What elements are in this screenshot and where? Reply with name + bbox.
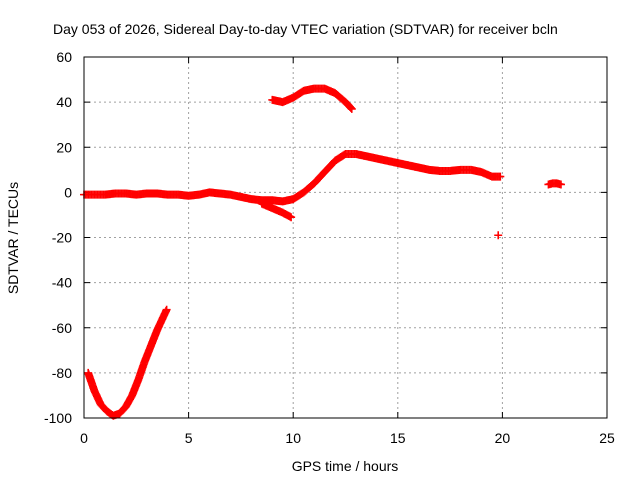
y-tick-label: -20 [52,230,72,246]
data-point-lower-arc [162,305,171,314]
tick-labels: 0 5 10 15 20 25 -100 -80 -60 -40 -20 0 20 40 60 [44,49,615,446]
x-tick-label: 5 [185,430,193,446]
y-tick-label: -80 [52,365,72,381]
data-point-isolated-point [494,231,503,240]
plot-frame [83,56,608,419]
data-point-main-track [496,172,505,181]
data-points [80,84,565,420]
x-tick-label: 25 [599,430,615,446]
x-axis-label: GPS time / hours [292,458,399,474]
y-tick-label: 0 [64,184,72,200]
y-tick-label: -40 [52,275,72,291]
data-point-upper-arc [346,103,355,112]
grid-lines [84,57,607,418]
x-tick-label: 0 [80,430,88,446]
x-tick-label: 10 [285,430,301,446]
y-axis-label: SDTVAR / TECUs [5,182,21,294]
y-tick-label: 60 [56,49,72,65]
y-tick-label: -60 [52,320,72,336]
x-tick-label: 15 [390,430,406,446]
data-point-late-segment [556,180,565,189]
data-point-descending-branch [287,213,296,222]
chart-title: Day 053 of 2026, Sidereal Day-to-day VTE… [53,21,558,37]
y-tick-label: 20 [56,139,72,155]
y-tick-label: 40 [56,94,72,110]
x-tick-label: 20 [495,430,511,446]
data-point-upper-arc [347,104,356,113]
y-tick-label: -100 [44,410,72,426]
